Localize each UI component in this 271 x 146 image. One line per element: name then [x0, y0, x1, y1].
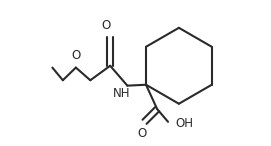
Text: O: O [71, 49, 80, 62]
Text: NH: NH [113, 87, 130, 100]
Text: O: O [101, 19, 110, 32]
Text: O: O [138, 127, 147, 140]
Text: OH: OH [175, 117, 193, 130]
